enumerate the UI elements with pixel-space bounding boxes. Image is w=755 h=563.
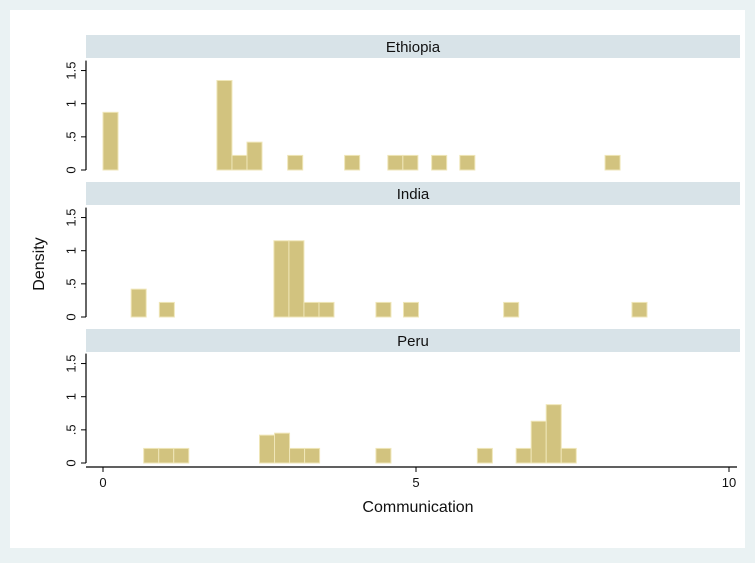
panel-title: India bbox=[397, 186, 430, 203]
histogram-bar bbox=[158, 447, 175, 464]
y-tick-label: .5 bbox=[64, 424, 79, 435]
histogram-bar bbox=[273, 240, 290, 318]
histogram-bar bbox=[560, 447, 577, 464]
histogram-bar bbox=[545, 404, 562, 464]
y-tick-label: 0 bbox=[64, 459, 79, 466]
histogram-bar bbox=[387, 154, 404, 171]
panel-header bbox=[86, 329, 740, 352]
histogram-bar bbox=[530, 420, 547, 464]
histogram-bar bbox=[503, 301, 520, 318]
histogram-bar bbox=[130, 288, 147, 318]
histogram-bar bbox=[158, 301, 175, 318]
y-tick-label: 1 bbox=[64, 247, 79, 254]
histogram-bar bbox=[216, 79, 233, 171]
y-tick-label: 0 bbox=[64, 313, 79, 320]
histogram-bar bbox=[431, 154, 448, 171]
y-tick-label: .5 bbox=[64, 131, 79, 142]
histogram-bar bbox=[318, 301, 335, 318]
panel-ethiopia: Ethiopia 0 .5 1 1.5 bbox=[64, 35, 740, 174]
histogram-bar bbox=[604, 154, 621, 171]
histogram-bar bbox=[259, 434, 276, 464]
x-tick-label: 0 bbox=[99, 475, 106, 490]
panel-header bbox=[86, 182, 740, 205]
histogram-bar bbox=[173, 447, 190, 464]
panel-india: India 0 .5 1 1.5 bbox=[64, 182, 740, 321]
histogram-bar bbox=[402, 301, 420, 318]
histogram-bar bbox=[231, 154, 248, 171]
y-tick-label: 0 bbox=[64, 166, 79, 173]
histogram-bar bbox=[515, 447, 532, 464]
panel-header bbox=[86, 35, 740, 58]
histogram-bar bbox=[375, 447, 392, 464]
y-tick-label: 1.5 bbox=[64, 355, 79, 373]
histogram-bar bbox=[303, 301, 320, 318]
y-tick-label: 1 bbox=[64, 100, 79, 107]
histogram-bar bbox=[459, 154, 476, 171]
histogram-bar bbox=[102, 111, 119, 171]
histogram-bar bbox=[289, 447, 306, 464]
x-tick-label: 5 bbox=[412, 475, 419, 490]
histogram-bar bbox=[143, 447, 160, 464]
y-tick-label: 1.5 bbox=[64, 62, 79, 80]
histogram-bar bbox=[246, 141, 263, 171]
histogram-bar bbox=[344, 154, 361, 171]
x-tick-label: 10 bbox=[722, 475, 736, 490]
histogram-bar bbox=[287, 154, 304, 171]
panel-peru: Peru 0 .5 1 1.5 bbox=[64, 329, 740, 467]
histogram-bar bbox=[402, 154, 419, 171]
x-axis-label: Communication bbox=[362, 499, 473, 516]
histogram-bar bbox=[476, 447, 493, 464]
histogram-bar bbox=[304, 447, 321, 464]
panel-title: Ethiopia bbox=[386, 39, 441, 56]
histogram-bar bbox=[274, 432, 291, 464]
y-tick-label: 1 bbox=[64, 393, 79, 400]
y-tick-label: 1.5 bbox=[64, 209, 79, 227]
panel-title: Peru bbox=[397, 333, 429, 350]
histogram-bar bbox=[631, 301, 648, 318]
histogram-bar bbox=[288, 240, 305, 318]
histogram-bar bbox=[375, 301, 392, 318]
y-tick-label: .5 bbox=[64, 278, 79, 289]
y-axis-label: Density bbox=[31, 237, 48, 290]
panels: Ethiopia 0 .5 1 1.5 India 0 .5 1 1.5 Peru 0 .5 1 1.5 0 5… bbox=[64, 35, 740, 490]
